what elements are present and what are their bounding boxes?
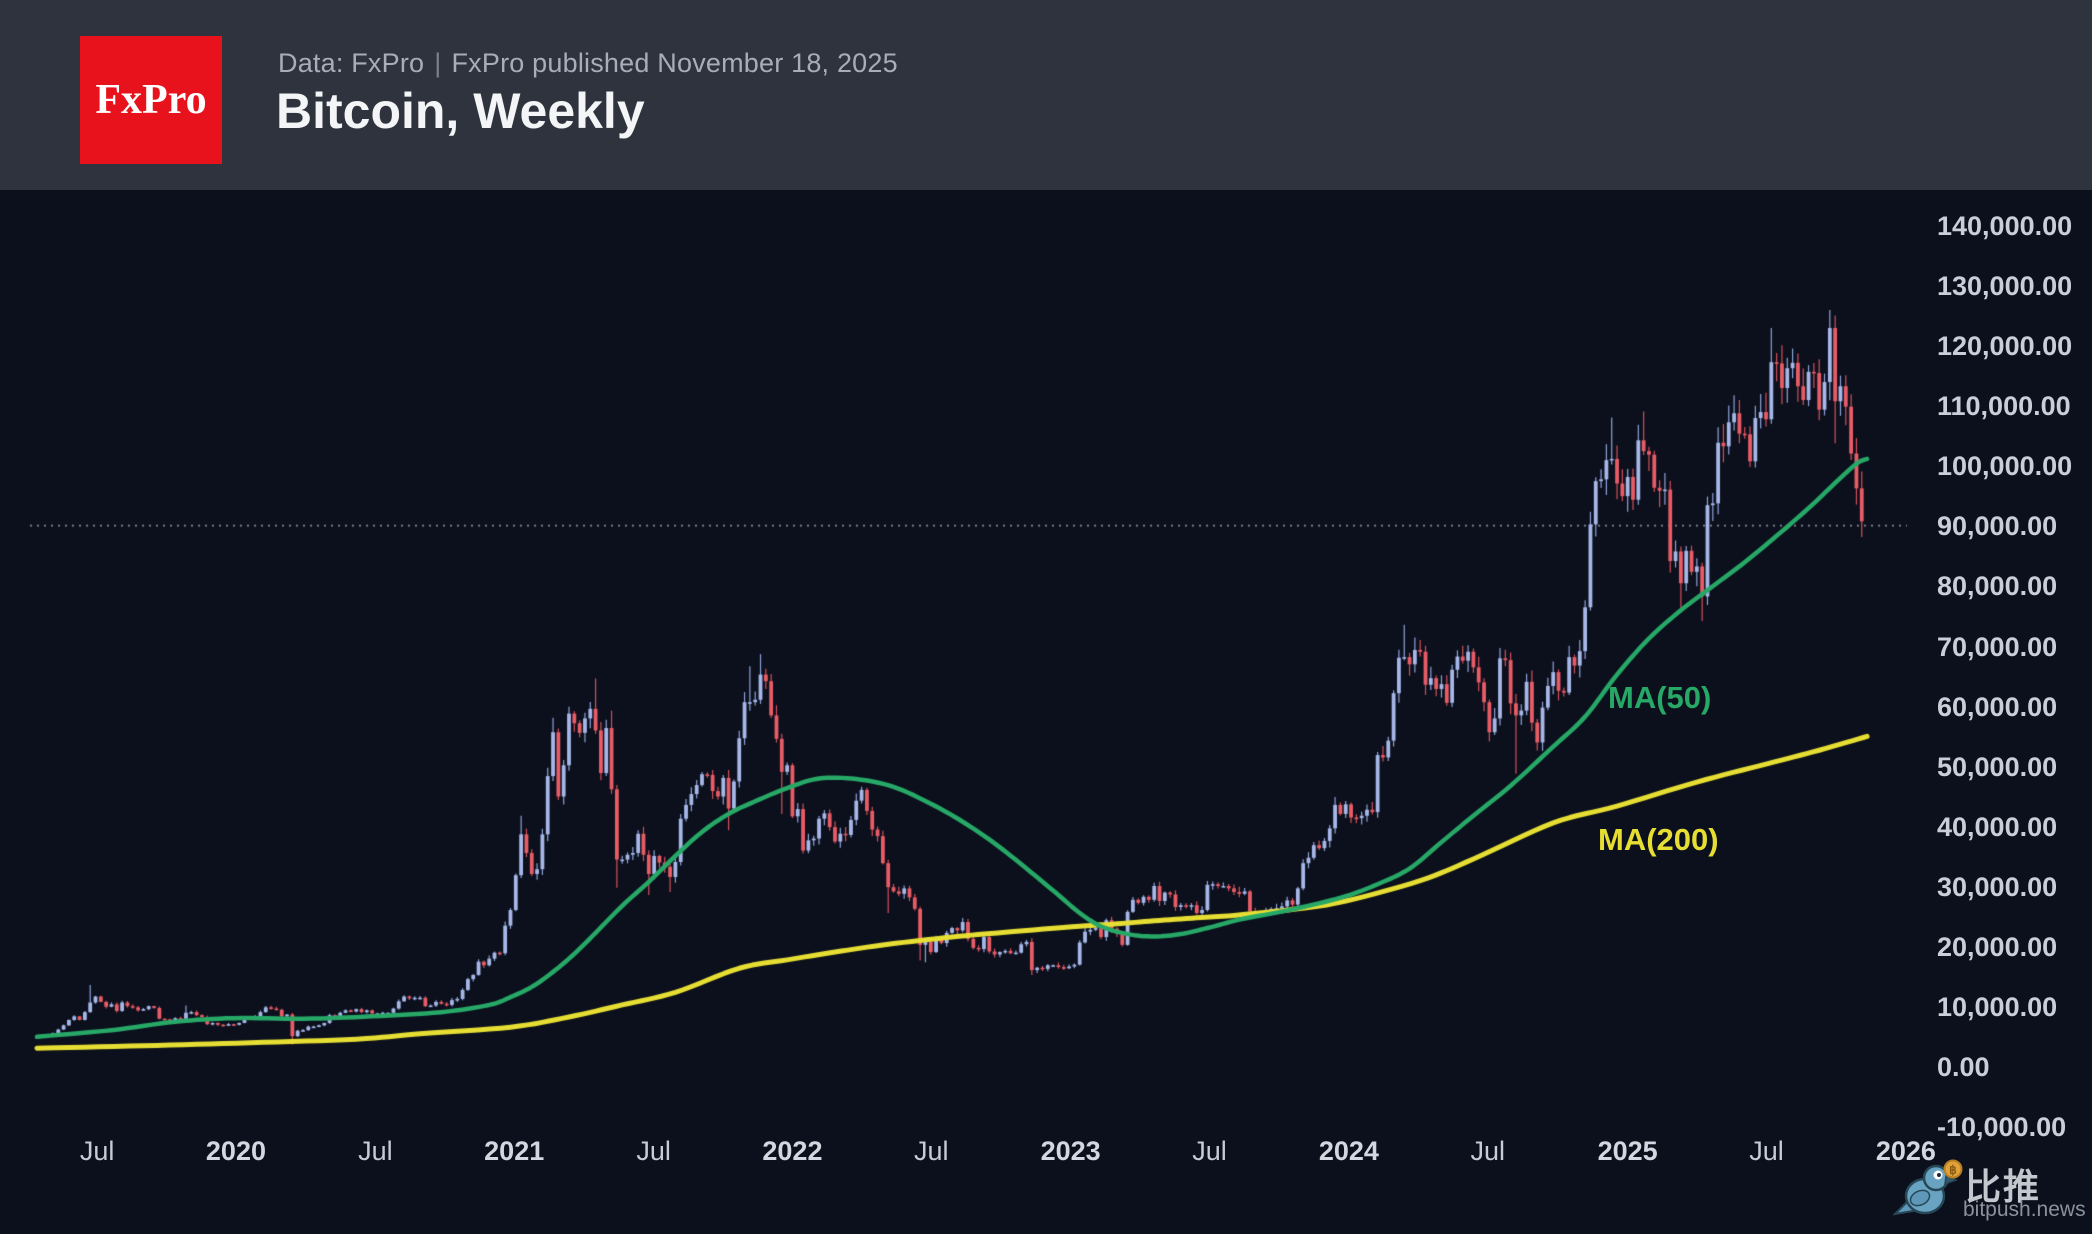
y-axis-label: 90,000.00	[1937, 511, 2058, 542]
x-axis-label: 2022	[762, 1136, 823, 1166]
x-axis-label: 2023	[1040, 1136, 1101, 1166]
x-axis-label: Jul	[79, 1136, 115, 1166]
ma200-label: MA(200)	[1598, 822, 1719, 857]
svg-text:฿: ฿	[1949, 1163, 1957, 1177]
y-axis-label: 50,000.00	[1937, 751, 2058, 782]
x-axis-label: 2024	[1318, 1136, 1379, 1166]
y-axis-label: 10,000.00	[1937, 991, 2058, 1022]
bird-with-coin-icon: ฿	[1893, 1159, 1963, 1216]
x-axis-label: Jul	[1192, 1136, 1227, 1166]
y-axis-label: 100,000.00	[1937, 451, 2073, 482]
y-axis-label: 40,000.00	[1937, 811, 2058, 842]
y-axis-label: 80,000.00	[1937, 571, 2058, 602]
x-axis-label: 2020	[205, 1136, 266, 1166]
x-axis-label: Jul	[1749, 1136, 1784, 1166]
x-axis-label: Jul	[636, 1136, 671, 1166]
y-axis-label: 120,000.00	[1937, 331, 2073, 362]
y-axis-label: 130,000.00	[1937, 271, 2073, 302]
y-axis-label: 30,000.00	[1937, 871, 2058, 902]
x-axis-label: Jul	[1470, 1136, 1506, 1166]
x-axis-label: 2026	[1875, 1136, 1936, 1166]
x-axis-label: 2025	[1597, 1136, 1658, 1166]
ma50-label: MA(50)	[1608, 680, 1712, 715]
x-axis-label: Jul	[358, 1136, 393, 1166]
bitpush-domain: bitpush.news	[1963, 1198, 2086, 1221]
bitpush-cn-name: 比推	[1965, 1166, 2042, 1207]
y-axis-label: -10,000.00	[1937, 1112, 2067, 1143]
y-axis-label: 110,000.00	[1937, 391, 2071, 422]
y-axis-label: 60,000.00	[1937, 691, 2058, 722]
bitpush-watermark: ฿ 比推 bitpush.news	[1893, 1156, 2086, 1222]
y-axis-label: 20,000.00	[1937, 931, 2058, 962]
x-axis-label: Jul	[914, 1136, 949, 1166]
y-axis-label: 70,000.00	[1937, 631, 2058, 662]
y-axis-label: 0.00	[1937, 1052, 1990, 1082]
x-axis-label: 2021	[484, 1136, 545, 1166]
y-axis-label: 140,000.00	[1937, 211, 2073, 242]
